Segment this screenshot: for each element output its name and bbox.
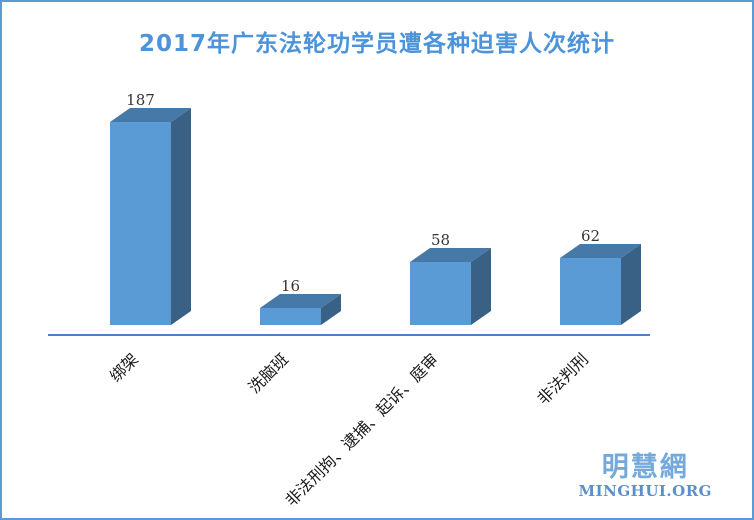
bar-top-face — [260, 294, 341, 308]
bar-top-face — [410, 248, 491, 262]
bar-front-face — [110, 122, 171, 325]
bar-front-face — [410, 262, 471, 325]
bar-side-face — [471, 248, 491, 325]
bar-top-face — [560, 244, 641, 258]
bar-top-face — [110, 108, 191, 122]
minghui-logo-chinese: 明慧網 — [601, 452, 689, 483]
bar-side-face — [171, 108, 191, 325]
bar-side-face — [621, 244, 641, 325]
minghui-logo-domain: MINGHUI.ORG — [578, 482, 712, 500]
chart-title: 2017年广东法轮功学员遭各种迫害人次统计 — [138, 31, 615, 57]
bar-side-face — [321, 294, 341, 325]
bar-front-face — [260, 308, 321, 325]
value-label: 187 — [126, 91, 155, 109]
value-label: 58 — [431, 231, 450, 249]
bar-front-face — [560, 258, 621, 325]
minghui-logo: 明慧網 MINGHUI.ORG — [579, 454, 712, 499]
value-label: 16 — [281, 277, 300, 295]
value-label: 62 — [581, 227, 600, 245]
